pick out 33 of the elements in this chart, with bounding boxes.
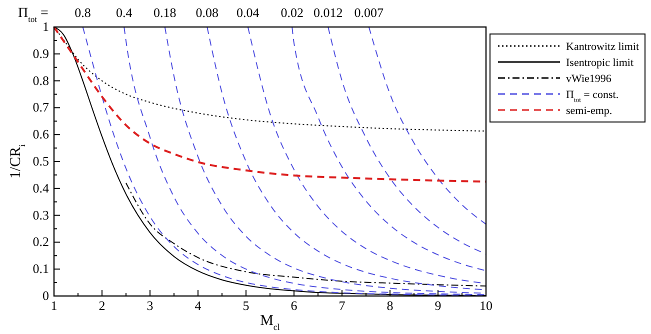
annotation: 0.08: [196, 5, 218, 20]
y-tick-label: 0.8: [32, 72, 49, 88]
annotation: 0.012: [313, 5, 343, 20]
annotation: 0.4: [116, 5, 133, 20]
annotation: 0.007: [354, 5, 384, 20]
y-tick-label: 0.2: [32, 234, 49, 250]
annotation: 0.02: [280, 5, 304, 20]
y-tick-label: 0: [42, 288, 49, 303]
legend-label: vWie1996: [566, 73, 612, 85]
x-tick-label: 9: [434, 298, 442, 313]
y-tick-label: 0.4: [32, 180, 50, 196]
legend-label: Π$_{tot}$ = const.: [566, 89, 619, 104]
y-tick-label: 0.6: [32, 126, 50, 142]
y-tick-label: 0.5: [32, 154, 49, 168]
x-tick-label: 2: [98, 298, 106, 313]
legend-label: Kantrowitz limit: [566, 41, 640, 53]
x-tick-label: 10: [480, 298, 492, 313]
x-tick-label: 4: [194, 298, 202, 313]
x-tick-label: 5: [242, 298, 250, 313]
annotation: 0.18: [154, 5, 176, 20]
x-tick-label: 7: [338, 298, 346, 313]
annotation: 0.04: [236, 5, 260, 20]
x-axis-title: M$_{cl}$: [260, 313, 280, 332]
y-tick-label: 0.3: [32, 207, 49, 222]
x-tick-label: 6: [290, 298, 298, 313]
annotation: 0.8: [74, 5, 91, 20]
legend-label: semi-emp.: [566, 105, 612, 117]
y-tick-label: 0.7: [32, 100, 50, 115]
y-tick-label: 0.9: [32, 46, 49, 61]
x-tick-label: 3: [146, 298, 154, 313]
x-tick-label: 8: [386, 298, 394, 313]
y-tick-label: 0.1: [32, 261, 49, 276]
legend-label: Isentropic limit: [566, 57, 634, 69]
